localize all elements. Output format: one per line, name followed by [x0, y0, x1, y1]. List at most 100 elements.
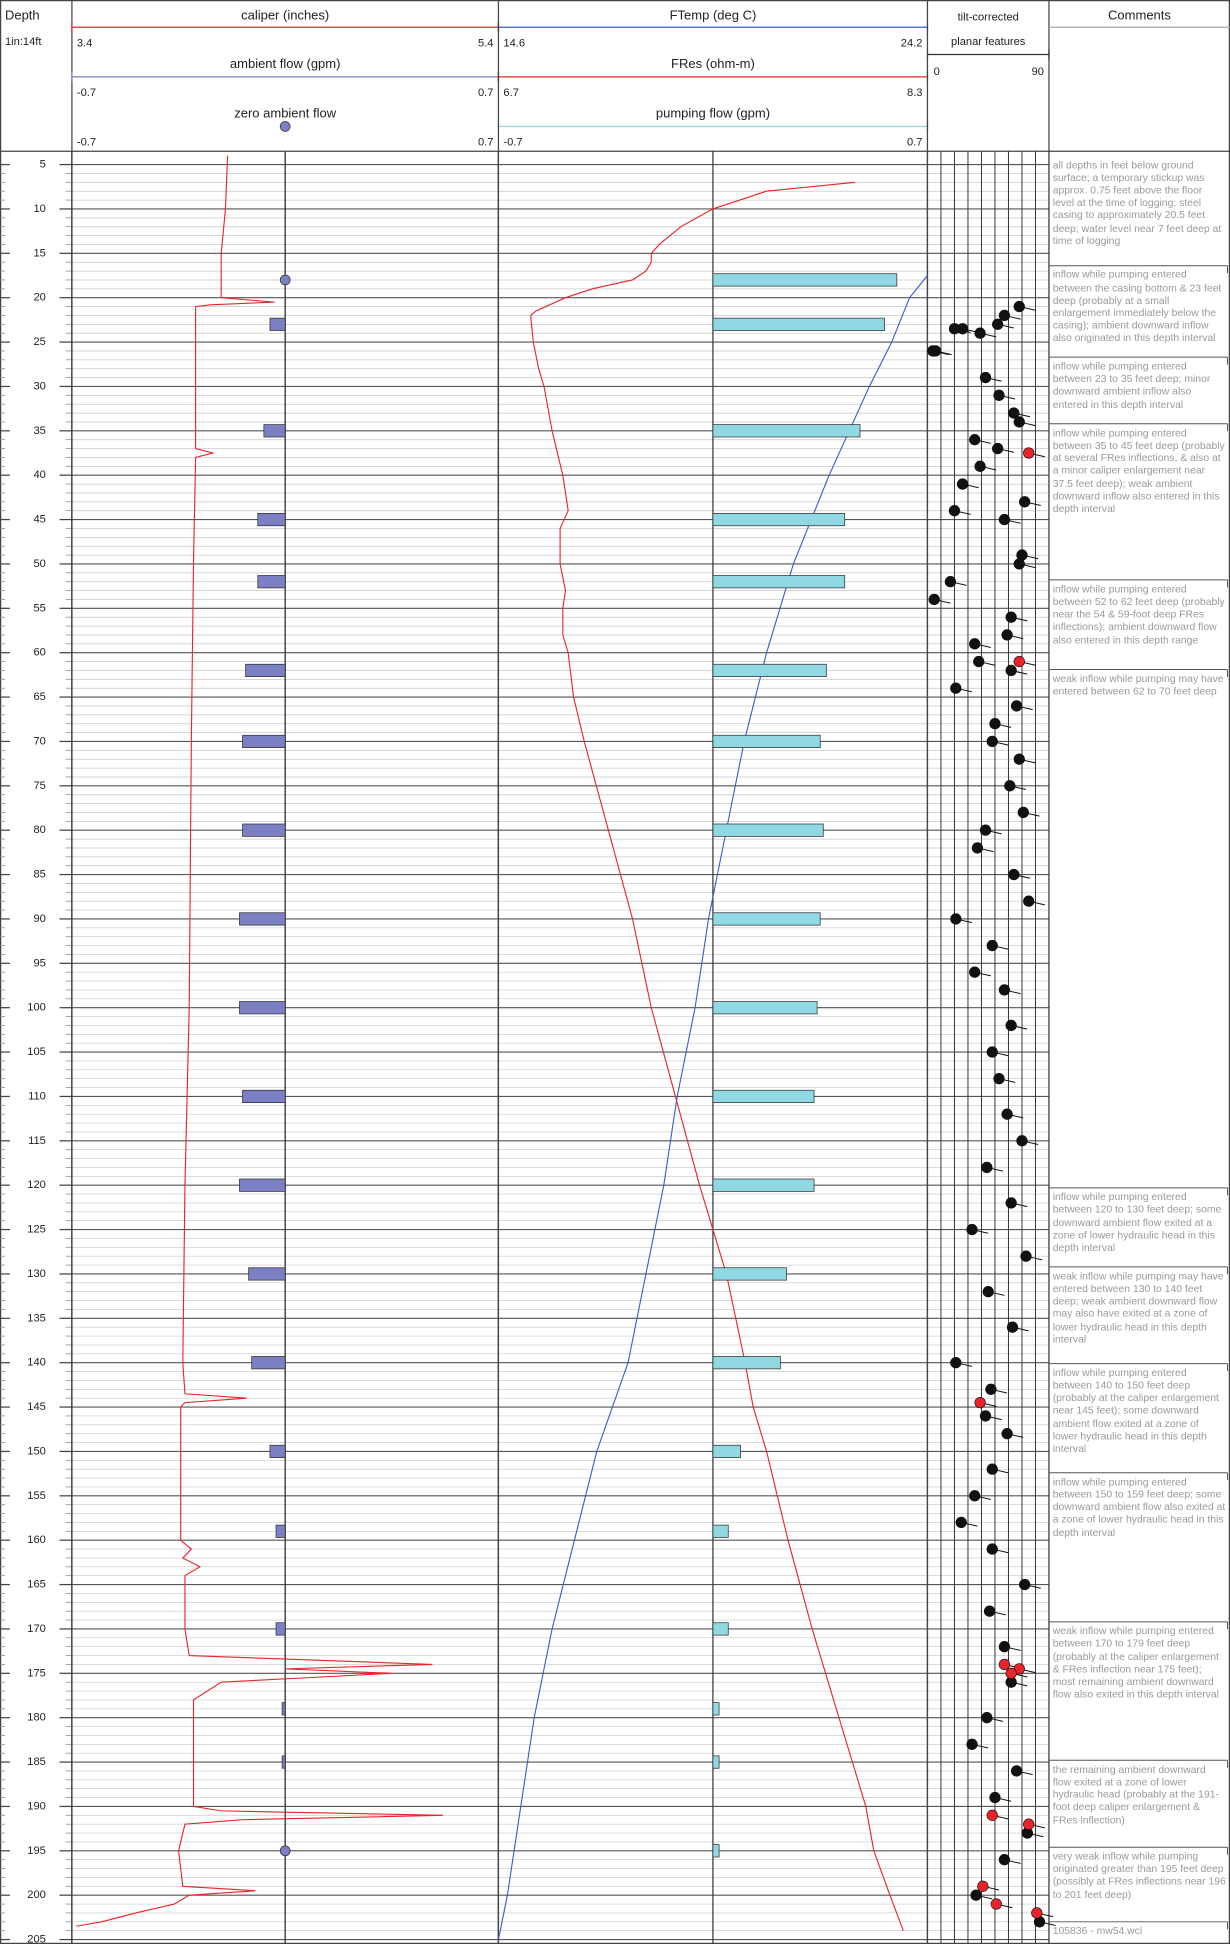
scale-max-label: 24.2	[901, 37, 923, 49]
tadpole	[982, 1286, 994, 1298]
tadpole	[990, 1898, 1002, 1910]
comment-box: inflow while pumping entered between 35 …	[1053, 426, 1225, 514]
comment-box: weak inflow while pumping may have enter…	[1053, 1269, 1224, 1345]
tadpole	[1001, 1428, 1013, 1440]
tadpole	[966, 1738, 978, 1750]
comment: all depths in feet below ground surface;…	[1052, 158, 1222, 247]
tadpole	[928, 593, 940, 606]
flow-bar	[251, 1356, 286, 1370]
flow-bar	[712, 1755, 720, 1769]
tadpole	[969, 1490, 981, 1502]
y-tick-label: 55	[33, 602, 45, 614]
scale-min-label: -0.7	[77, 137, 96, 149]
tadpole	[969, 638, 981, 650]
y-tick-label: 165	[27, 1579, 46, 1591]
comment-box: all depths in feet below ground surface;…	[1052, 158, 1222, 247]
tadpole	[1008, 407, 1020, 419]
y-tick-label: 105	[27, 1046, 46, 1058]
comment: weak inflow while pumping entered betwee…	[1052, 1624, 1219, 1700]
flow-bar	[242, 823, 286, 837]
zero-flow-point	[279, 1845, 291, 1857]
y-tick-label: 90	[33, 913, 45, 925]
tadpole	[971, 842, 984, 854]
flow-bar	[257, 512, 286, 527]
y-tick-label: 110	[28, 1090, 46, 1102]
tadpole	[986, 735, 998, 748]
tadpole	[981, 1161, 993, 1174]
tadpole	[966, 1223, 978, 1236]
log-curve	[530, 181, 904, 1931]
tadpole	[1023, 1818, 1035, 1830]
zero-flow-point	[279, 274, 291, 286]
comment-box: inflow while pumping entered between 23 …	[1052, 359, 1211, 410]
tadpole	[986, 939, 998, 952]
tadpole	[1016, 1135, 1028, 1147]
tadpole	[1005, 1197, 1017, 1209]
comment-box: the remaining ambient downward flow exit…	[1053, 1763, 1219, 1826]
comment: weak inflow while pumping may have enter…	[1052, 672, 1224, 698]
tadpole	[998, 513, 1011, 526]
flow-bar	[712, 1001, 818, 1015]
comment-box: weak inflow while pumping may have enter…	[1052, 672, 1224, 698]
y-tick-label: 190	[27, 1800, 46, 1812]
track-title: pumping flow (gpm)	[656, 105, 770, 120]
comment-box: inflow while pumping entered between the…	[1053, 268, 1222, 344]
flow-bar	[242, 1089, 286, 1104]
flow-bar	[275, 1524, 286, 1538]
flow-bar	[712, 1356, 781, 1370]
comment: inflow while pumping entered between 140…	[1052, 1366, 1219, 1455]
y-tick-label: 95	[33, 957, 45, 969]
scale-max-label: 90	[1032, 66, 1044, 78]
flow-bar	[269, 317, 286, 331]
tadpole	[979, 824, 992, 836]
log-curve	[76, 155, 444, 1927]
tadpole	[950, 1357, 962, 1369]
y-tick-label: 140	[27, 1357, 46, 1369]
tadpole	[986, 1543, 998, 1555]
scale-min-label: 6.7	[503, 87, 519, 99]
comment-box: 105836 - mw54.wcl	[1052, 1924, 1143, 1937]
y-tick-label: 30	[33, 380, 45, 392]
track-title: caliper (inches)	[241, 8, 329, 23]
tadpole	[974, 460, 986, 472]
scale-min-label: -0.7	[503, 137, 522, 149]
y-tick-label: 145	[27, 1401, 46, 1413]
flow-bar	[712, 575, 846, 589]
tadpole	[979, 371, 992, 384]
comment: 105836 - mw54.wcl	[1052, 1924, 1143, 1937]
tadpole	[948, 323, 961, 335]
tadpole	[1013, 753, 1025, 765]
tadpole	[1010, 1765, 1023, 1777]
flow-bar	[712, 912, 821, 926]
y-tick-label: 20	[33, 292, 45, 304]
y-tick-label: 5	[40, 159, 46, 171]
tadpole	[1005, 1667, 1017, 1679]
comment: very weak inflow while pumping originate…	[1052, 1849, 1226, 1901]
scale-max-label: 0.7	[907, 137, 923, 149]
tadpole	[1001, 629, 1013, 641]
tadpole	[970, 1889, 982, 1901]
comment: inflow while pumping entered between 120…	[1052, 1190, 1222, 1254]
y-tick-label: 85	[33, 869, 45, 881]
tadpole	[1004, 780, 1016, 792]
tadpole	[983, 1605, 996, 1617]
comment-box: weak inflow while pumping entered betwee…	[1052, 1624, 1219, 1700]
tadpole	[950, 913, 962, 925]
tadpole	[993, 389, 1005, 401]
tadpole	[1013, 416, 1025, 428]
comment-box: inflow while pumping entered between 120…	[1052, 1190, 1222, 1254]
flow-bar	[242, 734, 286, 749]
y-tick-label: 155	[27, 1490, 46, 1502]
y-tick-label: 115	[28, 1135, 46, 1147]
track-title: ambient flow (gpm)	[230, 56, 341, 71]
tadpole	[1013, 655, 1025, 668]
flow-bar	[281, 1755, 286, 1769]
legend-symbol	[279, 121, 291, 132]
y-tick-label: 150	[27, 1445, 46, 1457]
comment: inflow while pumping entered between 23 …	[1052, 359, 1211, 410]
scale-min-label: 3.4	[77, 37, 93, 49]
flow-bar	[257, 575, 286, 589]
y-tick-label: 130	[27, 1268, 46, 1280]
comment-box: inflow while pumping entered between 150…	[1053, 1475, 1226, 1538]
y-tick-label: 195	[27, 1845, 46, 1857]
